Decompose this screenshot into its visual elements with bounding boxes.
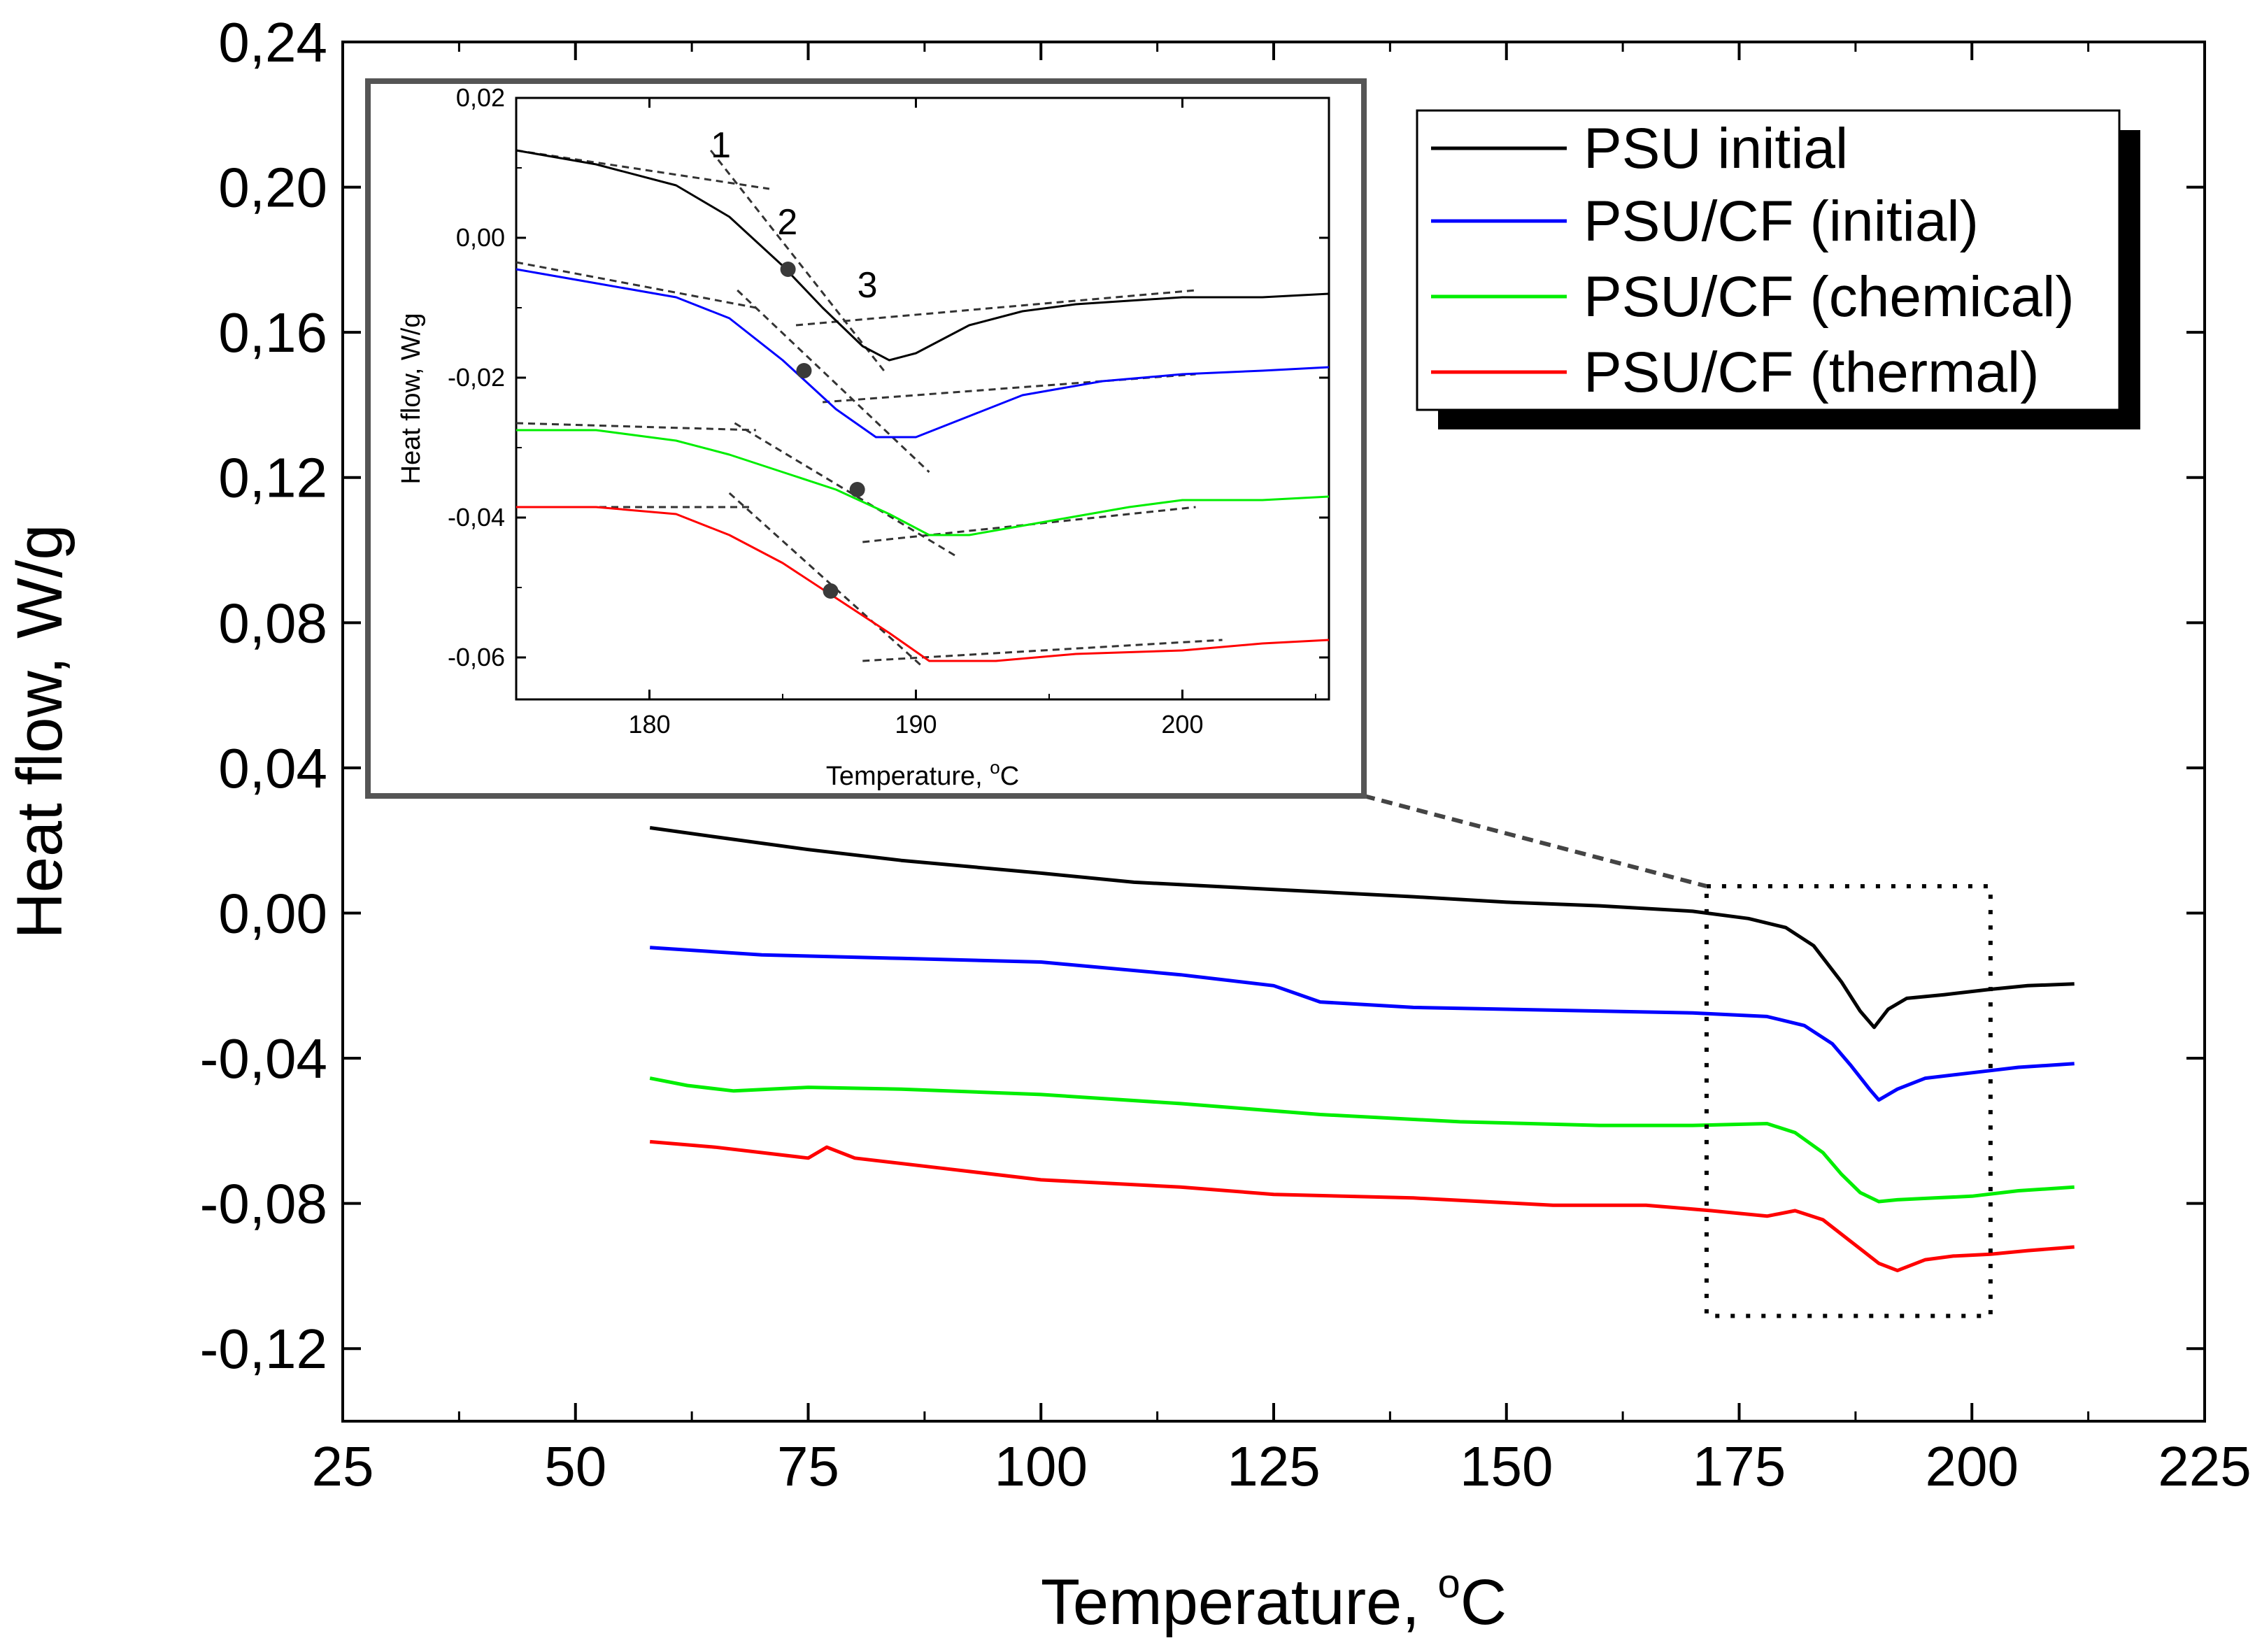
legend-item: PSU/CF (thermal)	[1431, 341, 2040, 404]
tangent-line	[515, 422, 756, 432]
inset-x-axis-title: Temperature, oC	[826, 757, 1019, 791]
x-tick-label: 25	[312, 1435, 374, 1497]
inset-axes-ticks: 180 190 200 -0,06 -0,04 -0,02 0,00 0,02	[448, 83, 1329, 739]
inset-y-axis-title: Heat flow, W/g	[397, 313, 426, 485]
inset-onset-points	[780, 262, 865, 599]
onset-point	[823, 583, 839, 599]
onset-point	[780, 262, 796, 277]
main-x-axis-title: Temperature, oC	[1041, 1561, 1507, 1638]
legend-item: PSU/CF (initial)	[1431, 190, 1979, 253]
inset-annotation-label: 3	[858, 265, 878, 306]
y-tick-label: 0,20	[218, 157, 327, 219]
inset-plot-frame	[515, 97, 1330, 701]
inset-x-tick-label: 190	[895, 710, 937, 739]
onset-point	[796, 363, 812, 378]
inset-y-tick-label: -0,06	[448, 643, 505, 671]
x-tick-label: 200	[1926, 1435, 2019, 1497]
tangent-line	[728, 492, 925, 669]
inset-series-line	[515, 149, 1330, 362]
inset-x-tick-label: 200	[1161, 710, 1203, 739]
series-line	[649, 826, 2075, 1030]
y-tick-label: 0,12	[218, 447, 327, 509]
inset-series-line	[516, 506, 1330, 662]
inset-annotation-label: 1	[711, 125, 731, 166]
x-tick-label: 225	[2158, 1435, 2251, 1497]
series-line	[649, 1076, 2075, 1204]
y-tick-label: -0,04	[200, 1027, 327, 1090]
inset-y-tick-label: 0,00	[456, 223, 505, 252]
zoom-region-box	[1704, 884, 1993, 1318]
x-tick-label: 175	[1693, 1435, 1786, 1497]
series-line	[650, 946, 2075, 1102]
tangent-line	[737, 289, 930, 473]
inset-series-line	[516, 429, 1330, 536]
inset-panel	[365, 78, 1367, 799]
inset-annotations: 1 2 3	[711, 125, 877, 306]
tangent-line	[515, 261, 757, 309]
legend-item: PSU initial	[1431, 117, 1848, 180]
legend-box	[1416, 109, 2121, 411]
inset-y-tick-label: -0,04	[448, 503, 505, 532]
y-tick-label: 0,04	[218, 737, 327, 799]
y-tick-label: -0,08	[200, 1173, 327, 1235]
y-tick-label: 0,08	[218, 592, 327, 654]
onset-point	[849, 482, 865, 497]
y-tick-label: -0,12	[200, 1318, 327, 1380]
main-axes-ticks: 25 50 75 100 125 150 175 200 225 -0,12 -0,08 -0,04 0…	[200, 11, 2252, 1497]
inset-series-group	[515, 149, 1330, 662]
x-tick-label: 50	[544, 1435, 606, 1497]
main-series-group	[649, 826, 2075, 1273]
tangent-line	[795, 289, 1196, 327]
y-tick-label: 0,00	[218, 882, 327, 944]
inset-y-tick-label: -0,02	[448, 363, 505, 392]
legend-label: PSU initial	[1584, 117, 1848, 180]
y-tick-label: 0,24	[218, 11, 327, 73]
series-line	[649, 1139, 2075, 1273]
inset-tangent-lines	[515, 149, 1223, 669]
inset-annotation-label: 2	[777, 202, 797, 243]
legend-item: PSU/CF (chemical)	[1431, 265, 2075, 329]
tangent-line	[734, 422, 957, 557]
inset-y-tick-label: 0,02	[456, 83, 505, 112]
x-tick-label: 75	[777, 1435, 839, 1497]
x-tick-label: 100	[995, 1435, 1088, 1497]
y-tick-label: 0,16	[218, 301, 327, 364]
main-y-axis-title: Heat flow, W/g	[4, 524, 76, 939]
legend-label: PSU/CF (thermal)	[1584, 341, 2040, 404]
legend-label: PSU/CF (chemical)	[1584, 265, 2075, 329]
x-tick-label: 125	[1227, 1435, 1320, 1497]
zoom-connector-line	[1363, 794, 1707, 888]
x-tick-label: 150	[1460, 1435, 1553, 1497]
legend-label: PSU/CF (initial)	[1584, 190, 1979, 253]
inset-series-line	[515, 268, 1330, 439]
inset-x-tick-label: 180	[628, 710, 670, 739]
